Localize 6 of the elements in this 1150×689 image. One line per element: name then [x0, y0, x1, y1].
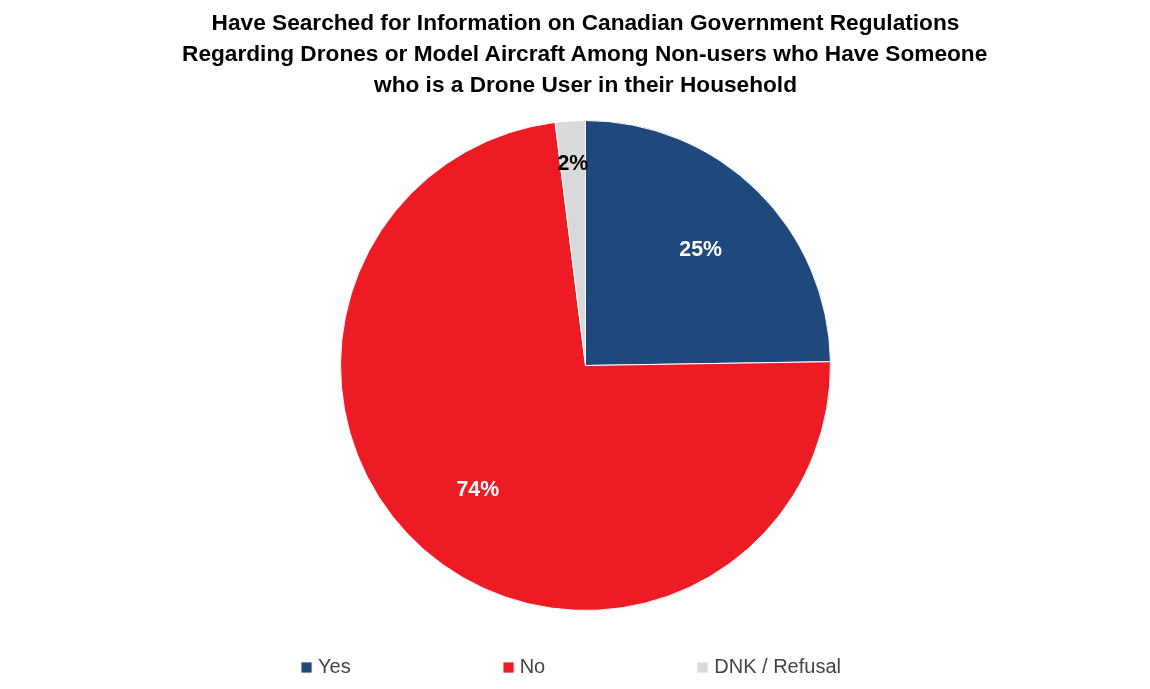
- data-label: 74%: [456, 477, 500, 502]
- legend-label: No: [519, 655, 546, 678]
- chart-title: Have Searched for Information on Canadian Government Regulations Regarding Drones or Model Aircraft Among Non-users who Have Someone who is a Drone User in their Household: [182, 8, 988, 97]
- legend-label: Yes: [318, 655, 351, 678]
- data-label: 25%: [679, 236, 723, 261]
- legend-label: DNK / Refusal: [714, 655, 841, 678]
